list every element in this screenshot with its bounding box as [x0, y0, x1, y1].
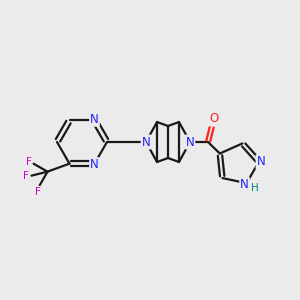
Text: N: N	[90, 158, 99, 171]
Text: F: F	[22, 171, 28, 181]
Text: F: F	[34, 187, 40, 197]
Text: N: N	[142, 136, 150, 148]
Text: N: N	[90, 113, 99, 126]
Text: N: N	[240, 178, 249, 191]
Text: O: O	[209, 112, 219, 125]
Text: F: F	[26, 157, 32, 167]
Text: H: H	[251, 183, 258, 193]
Text: N: N	[186, 136, 194, 148]
Text: N: N	[256, 155, 265, 168]
